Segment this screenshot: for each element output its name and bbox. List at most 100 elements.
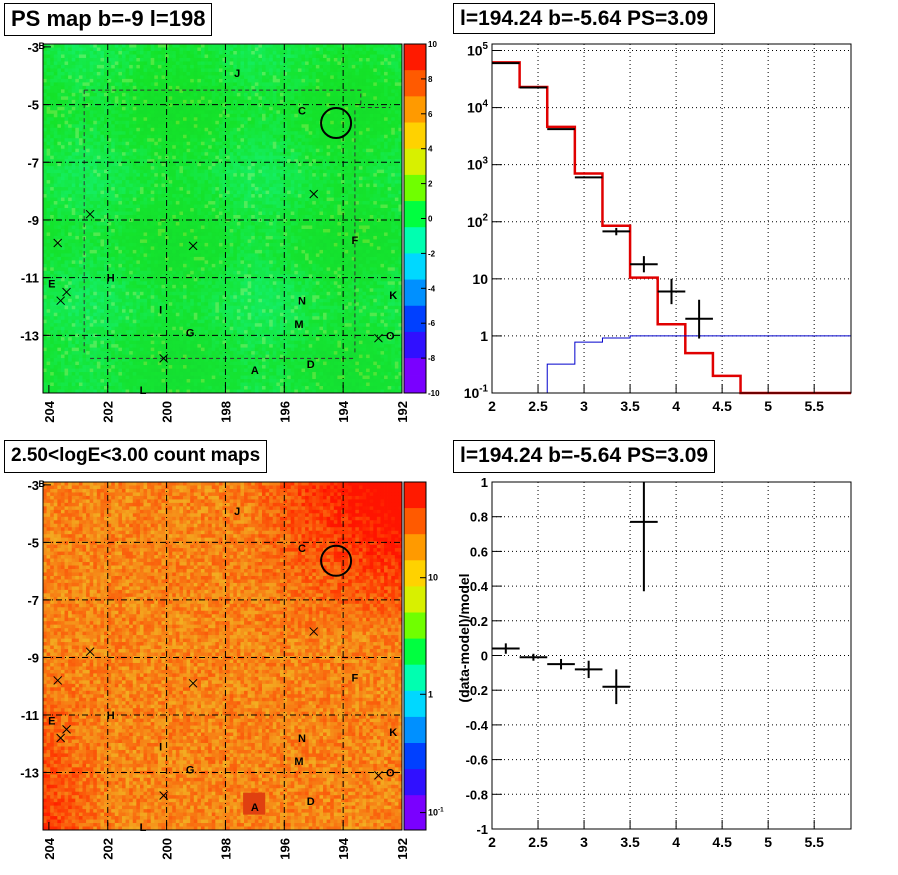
y-tick-label: 0.8 xyxy=(470,510,488,525)
color-bar xyxy=(404,44,426,394)
spectrum-frame xyxy=(491,43,852,394)
source-label-h: H xyxy=(107,710,115,722)
count-map-panel: J C F E H K N I M G O D A L 204 202 200 198 196 194 192 -3 -5 -… xyxy=(0,438,449,875)
residual-y-axis-label: (data-model)/model xyxy=(456,573,472,702)
y-tick-label: -5 xyxy=(27,535,39,550)
residual-point xyxy=(519,653,548,661)
x-tick-label: 198 xyxy=(218,401,233,423)
source-cross-marker xyxy=(188,678,198,688)
y-tick-label: -0.8 xyxy=(466,787,488,802)
map-corner-label: B xyxy=(39,479,46,489)
x-tick-label: 3 xyxy=(580,834,588,850)
x-tick-label: 3.5 xyxy=(620,398,640,414)
source-label-a: A xyxy=(251,365,259,377)
residual-plot: 2 2.5 3 3.5 4 4.5 5 5.5 -1 -0.8 -0.6 -0.4 -0.2 0 0.2 0.… xyxy=(456,475,852,850)
colorbar-tick-label: -6 xyxy=(428,319,436,328)
x-tick-label: 192 xyxy=(395,401,410,423)
source-cross-marker xyxy=(56,296,66,306)
y-tick-label: -13 xyxy=(20,765,39,780)
x-tick-label: 202 xyxy=(101,401,116,423)
source-cross-marker xyxy=(374,771,383,780)
source-label-a: A xyxy=(251,802,259,814)
selected-point-circle xyxy=(320,544,353,577)
source-cross-marker xyxy=(53,676,63,685)
y-tick-label: 10-1 xyxy=(464,384,489,401)
y-tick-label: 0.4 xyxy=(470,579,489,594)
colorbar-tick-label: 2 xyxy=(428,180,433,189)
x-tick-label: 2 xyxy=(488,834,496,850)
y-tick-label: -7 xyxy=(27,593,39,608)
data-point xyxy=(657,278,686,305)
colorbar-tick-label: 1 xyxy=(428,689,433,699)
map-corner-label: B xyxy=(39,41,46,51)
model-total-line xyxy=(492,61,851,395)
color-bar-frame xyxy=(403,481,427,831)
residual-point xyxy=(547,658,575,670)
colorbar-tick-label: 0 xyxy=(428,215,433,224)
y-tick-label: -1 xyxy=(476,822,488,837)
colorbar-tick-label: 10-1 xyxy=(428,807,444,818)
source-cross-marker xyxy=(85,209,95,219)
source-label-n: N xyxy=(298,733,306,745)
y-tick-label: 104 xyxy=(467,98,489,115)
source-label-h: H xyxy=(107,273,115,285)
source-label-k: K xyxy=(389,727,397,739)
colorbar-tick-label: 6 xyxy=(428,110,433,119)
y-tick-label: -0.4 xyxy=(466,718,489,733)
spectrum-plot-area xyxy=(492,44,851,393)
residual-panel: 2 2.5 3 3.5 4 4.5 5 5.5 -1 -0.8 -0.6 -0.4 -0.2 0 0.2 0.… xyxy=(449,438,898,875)
source-label-c: C xyxy=(298,105,306,117)
map-pixels xyxy=(43,482,403,831)
spectrum-plot: 2 2.5 3 3.5 4 4.5 5 5.5 10-1 1 10 102 103 104 105 xyxy=(464,41,852,414)
x-tick-label: 4 xyxy=(672,834,680,850)
y-tick-label: -11 xyxy=(21,708,39,723)
source-label-o: O xyxy=(386,330,395,342)
source-cross-marker xyxy=(374,333,383,343)
x-tick-label: 5 xyxy=(764,834,772,850)
x-tick-label: 4.5 xyxy=(712,398,732,414)
source-label-f: F xyxy=(352,235,359,247)
count-map-title: 2.50<logE<3.00 count maps xyxy=(4,440,268,473)
source-cross-marker xyxy=(62,724,71,734)
source-cross-marker xyxy=(309,627,319,636)
residual-point xyxy=(492,643,520,654)
x-tick-label: 192 xyxy=(395,838,410,860)
y-tick-label: 10 xyxy=(472,271,488,287)
x-tick-label: 2 xyxy=(488,398,496,414)
residual-point xyxy=(630,482,658,592)
source-label-g: G xyxy=(186,327,195,339)
source-label-k: K xyxy=(389,290,397,302)
colorbar-tick-label: -2 xyxy=(428,249,436,258)
source-a-hotspot xyxy=(243,792,266,815)
source-cross-marker xyxy=(56,733,66,743)
residual-point xyxy=(574,660,603,679)
y-tick-label: 0.6 xyxy=(470,544,488,559)
source-label-i: I xyxy=(159,304,162,316)
colorbar-tick-label: 8 xyxy=(428,75,433,84)
y-tick-label: -3 xyxy=(27,478,39,493)
x-tick-label: 202 xyxy=(101,838,116,860)
x-tick-label: 3 xyxy=(580,398,588,414)
y-tick-label: 0.2 xyxy=(470,614,488,629)
y-tick-label: 103 xyxy=(467,155,489,172)
map-grid xyxy=(43,482,402,830)
data-point xyxy=(630,256,658,273)
source-cross-marker xyxy=(53,238,63,248)
source-label-g: G xyxy=(186,765,195,777)
y-tick-label: -3 xyxy=(27,40,39,55)
colorbar-tick-label: 10 xyxy=(428,573,438,583)
residual-point xyxy=(602,669,631,705)
source-label-d: D xyxy=(307,359,315,371)
y-tick-label: -9 xyxy=(27,650,39,665)
x-tick-label: 200 xyxy=(160,838,175,860)
source-label-c: C xyxy=(298,543,306,555)
x-tick-label: 3.5 xyxy=(620,834,640,850)
source-label-e: E xyxy=(48,716,55,728)
color-bar xyxy=(404,482,426,831)
y-tick-label: -0.6 xyxy=(466,753,488,768)
y-tick-label: -13 xyxy=(20,328,39,343)
spectrum-panel: 2 2.5 3 3.5 4 4.5 5 5.5 10-1 1 10 102 103 104 105 l=19… xyxy=(449,0,898,438)
source-cross-marker xyxy=(85,647,95,657)
x-tick-label: 4 xyxy=(672,398,680,414)
